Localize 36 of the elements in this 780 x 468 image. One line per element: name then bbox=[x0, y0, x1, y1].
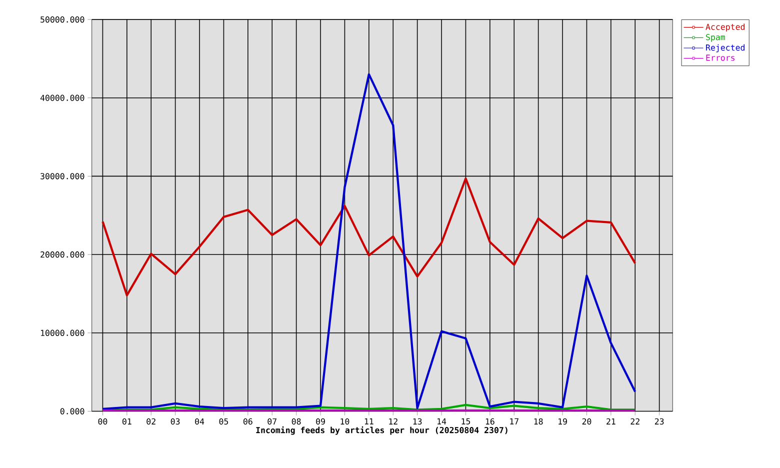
x-tick-label: 09 bbox=[316, 418, 325, 425]
line-series bbox=[102, 178, 636, 296]
x-tick-label: 16 bbox=[486, 418, 494, 425]
x-tick-label: 10 bbox=[340, 418, 350, 425]
legend-label: Errors bbox=[706, 54, 734, 61]
x-tick-label: 22 bbox=[630, 418, 640, 425]
x-tick-label: 18 bbox=[534, 418, 543, 425]
x-tick-label: 15 bbox=[462, 418, 470, 425]
x-tick-label: 01 bbox=[122, 418, 132, 425]
x-tick-label: 08 bbox=[292, 418, 301, 425]
x-tick-label: 12 bbox=[389, 418, 398, 425]
x-tick-label: 05 bbox=[219, 418, 228, 425]
y-tick-label: 0.000 bbox=[60, 408, 84, 414]
x-tick-label: 21 bbox=[606, 418, 616, 425]
y-tick-label: 20000.000 bbox=[40, 252, 84, 258]
y-tick-label: 30000.000 bbox=[40, 173, 84, 180]
y-tick-label: 40000.000 bbox=[40, 94, 84, 102]
x-tick-label: 17 bbox=[510, 418, 518, 424]
x-tick-label: 06 bbox=[243, 418, 252, 425]
x-tick-label: 00 bbox=[98, 418, 108, 425]
x-tick-label: 19 bbox=[558, 418, 567, 425]
x-tick-label: 11 bbox=[364, 418, 374, 424]
legend-label: Accepted bbox=[706, 24, 744, 32]
x-tick-label: 20 bbox=[582, 418, 592, 425]
x-tick-label: 23 bbox=[654, 418, 664, 425]
x-tick-label: 07 bbox=[268, 418, 276, 425]
x-tick-label: 14 bbox=[438, 418, 446, 424]
y-tick-label: 10000.000 bbox=[41, 330, 84, 336]
x-axis-title: Incoming feeds by articles per hour (20250804 2307) bbox=[256, 426, 508, 435]
x-tick-label: 13 bbox=[413, 418, 422, 425]
legend-label: Spam bbox=[706, 34, 725, 42]
x-tick-label: 04 bbox=[195, 418, 204, 425]
legend-label: Rejected bbox=[706, 44, 744, 52]
y-tick-label: 50000.000 bbox=[40, 16, 84, 23]
x-tick-label: 02 bbox=[146, 418, 156, 425]
x-tick-label: 03 bbox=[170, 418, 180, 425]
